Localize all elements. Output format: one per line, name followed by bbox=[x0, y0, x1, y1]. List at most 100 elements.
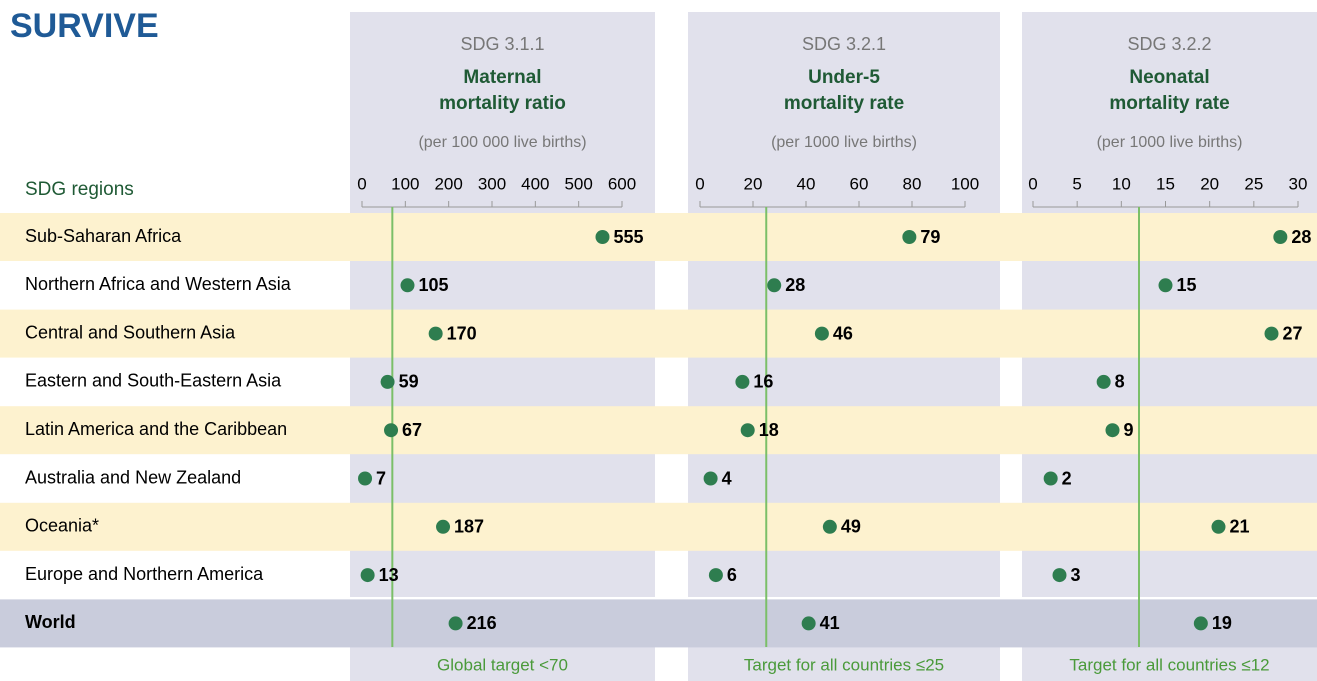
dot bbox=[902, 230, 917, 244]
x-tick-label: 15 bbox=[1156, 174, 1175, 193]
value-label: 49 bbox=[841, 517, 861, 537]
target-label: Target for all countries ≤25 bbox=[744, 655, 944, 674]
x-tick-label: 200 bbox=[434, 174, 462, 193]
x-tick-label: 100 bbox=[951, 174, 979, 193]
category-label: Northern Africa and Western Asia bbox=[25, 274, 292, 294]
dot bbox=[360, 568, 375, 583]
panel-unit: (per 1000 live births) bbox=[771, 134, 917, 151]
x-tick-label: 600 bbox=[608, 174, 636, 193]
target-label: Global target <70 bbox=[437, 655, 568, 674]
x-tick-label: 20 bbox=[1200, 174, 1219, 193]
value-label: 19 bbox=[1212, 613, 1232, 633]
dot bbox=[1193, 616, 1208, 631]
panel-title: mortality ratio bbox=[439, 93, 566, 114]
category-label: Latin America and the Caribbean bbox=[25, 419, 287, 439]
dot bbox=[822, 519, 837, 534]
category-label: Oceania* bbox=[25, 516, 99, 536]
panel-background bbox=[688, 12, 1000, 597]
dot bbox=[1211, 519, 1226, 534]
dot bbox=[1273, 230, 1288, 244]
dot bbox=[740, 423, 755, 438]
target-label-background bbox=[350, 647, 655, 681]
panel-title: Neonatal bbox=[1129, 67, 1209, 88]
dot bbox=[767, 278, 782, 293]
category-label: Australia and New Zealand bbox=[25, 467, 241, 487]
x-tick-label: 0 bbox=[1028, 174, 1037, 193]
panel-title: Under-5 bbox=[808, 67, 880, 88]
x-tick-label: 400 bbox=[521, 174, 549, 193]
dot bbox=[814, 326, 829, 341]
value-label: 216 bbox=[467, 613, 497, 633]
value-label: 9 bbox=[1124, 420, 1134, 440]
category-label: Sub-Saharan Africa bbox=[25, 226, 182, 246]
dot bbox=[448, 616, 463, 631]
value-label: 105 bbox=[419, 275, 449, 295]
category-label: Europe and Northern America bbox=[25, 564, 264, 584]
value-label: 16 bbox=[753, 372, 773, 392]
dot bbox=[1158, 278, 1173, 293]
panel-code: SDG 3.2.2 bbox=[1127, 34, 1211, 54]
value-label: 170 bbox=[447, 323, 477, 343]
dot bbox=[380, 374, 395, 389]
panel-background bbox=[1022, 12, 1317, 597]
value-label: 18 bbox=[759, 420, 779, 440]
dot bbox=[1105, 423, 1120, 438]
dot bbox=[1096, 374, 1111, 389]
x-tick-label: 25 bbox=[1244, 174, 1263, 193]
x-tick-label: 300 bbox=[478, 174, 506, 193]
value-label: 3 bbox=[1071, 565, 1081, 585]
target-label-background bbox=[688, 647, 1000, 681]
value-label: 4 bbox=[722, 468, 732, 488]
panel-unit: (per 1000 live births) bbox=[1097, 134, 1243, 151]
category-label: Central and Southern Asia bbox=[25, 322, 236, 342]
row-background bbox=[0, 309, 1317, 358]
value-label: 13 bbox=[379, 565, 399, 585]
row-background bbox=[0, 599, 1317, 648]
panel-title: Maternal bbox=[463, 67, 541, 88]
row-header: SDG regions bbox=[25, 179, 134, 200]
value-label: 67 bbox=[402, 420, 422, 440]
value-label: 28 bbox=[1291, 227, 1311, 247]
value-label: 46 bbox=[833, 323, 853, 343]
panel-background bbox=[350, 12, 655, 597]
value-label: 79 bbox=[920, 227, 940, 247]
panel-unit: (per 100 000 live births) bbox=[418, 134, 586, 151]
value-label: 28 bbox=[785, 275, 805, 295]
x-tick-label: 30 bbox=[1289, 174, 1308, 193]
dot bbox=[708, 568, 723, 583]
value-label: 187 bbox=[454, 517, 484, 537]
dot bbox=[1052, 568, 1067, 583]
x-tick-label: 60 bbox=[850, 174, 869, 193]
x-tick-label: 10 bbox=[1112, 174, 1131, 193]
dot bbox=[436, 519, 451, 534]
dot bbox=[428, 326, 443, 341]
x-tick-label: 100 bbox=[391, 174, 419, 193]
dot bbox=[358, 471, 373, 486]
x-tick-label: 80 bbox=[903, 174, 922, 193]
value-label: 41 bbox=[820, 613, 840, 633]
panel-title: mortality rate bbox=[784, 93, 904, 114]
x-tick-label: 0 bbox=[357, 174, 366, 193]
dot bbox=[595, 230, 610, 244]
x-tick-label: 0 bbox=[695, 174, 704, 193]
dot bbox=[1043, 471, 1058, 486]
x-tick-label: 5 bbox=[1072, 174, 1081, 193]
target-label: Target for all countries ≤12 bbox=[1069, 655, 1269, 674]
dot bbox=[703, 471, 718, 486]
dot bbox=[801, 616, 816, 631]
value-label: 21 bbox=[1230, 517, 1250, 537]
panel-title: mortality rate bbox=[1109, 93, 1229, 114]
target-label-background bbox=[1022, 647, 1317, 681]
dot bbox=[400, 278, 415, 293]
row-background bbox=[0, 213, 1317, 261]
page-title: SURVIVE bbox=[10, 7, 159, 45]
value-label: 27 bbox=[1283, 323, 1303, 343]
dot bbox=[1264, 326, 1279, 341]
category-label: Eastern and South-Eastern Asia bbox=[25, 371, 282, 391]
value-label: 7 bbox=[376, 468, 386, 488]
x-tick-label: 500 bbox=[564, 174, 592, 193]
dot bbox=[735, 374, 750, 389]
row-background bbox=[0, 502, 1317, 551]
value-label: 8 bbox=[1115, 372, 1125, 392]
